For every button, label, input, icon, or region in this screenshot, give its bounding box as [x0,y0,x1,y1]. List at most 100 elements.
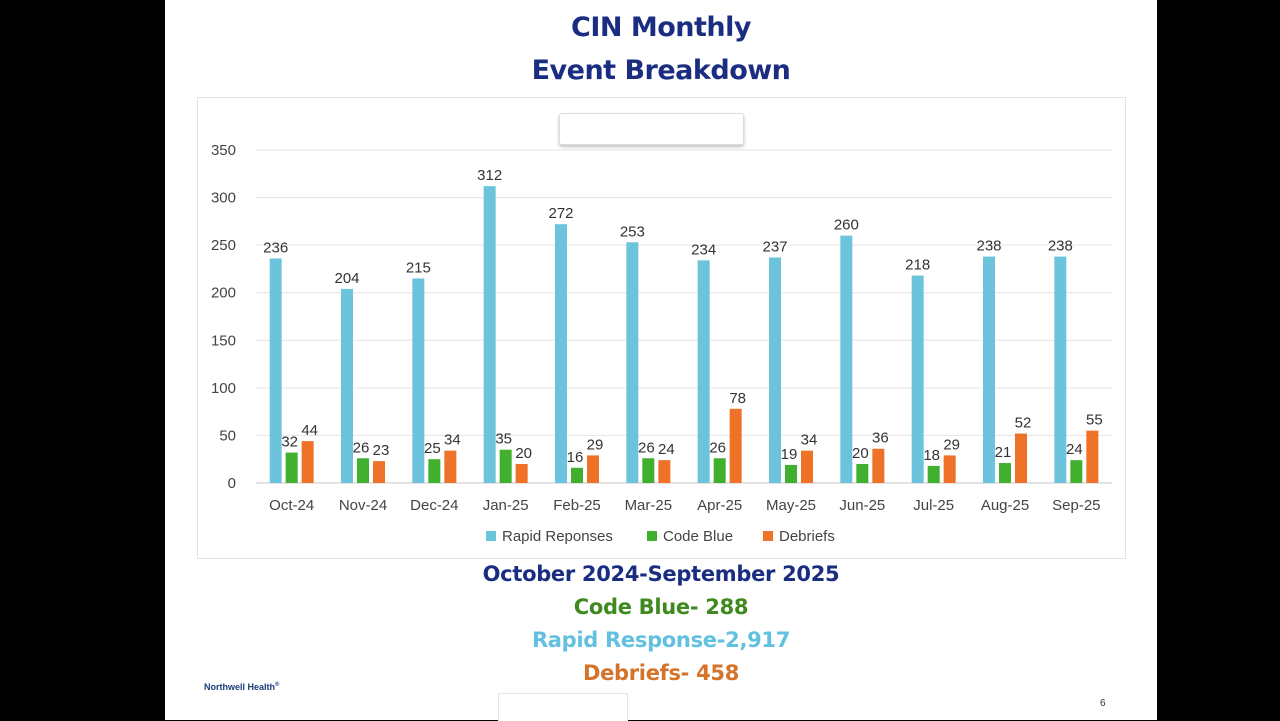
bar-debriefs [1086,430,1099,483]
bar-rapid-reponses [840,235,853,483]
data-label: 218 [905,257,930,274]
data-label: 26 [709,439,726,456]
data-label: 312 [477,167,502,184]
data-label: 29 [943,436,960,453]
data-label: 20 [852,445,869,462]
data-label: 44 [301,422,318,439]
data-label: 18 [923,447,940,464]
y-tick-label: 100 [211,380,236,397]
bar-debriefs [943,455,956,483]
x-tick-label: Sep-25 [1052,497,1100,514]
chart-title-overlay-box [559,113,744,145]
data-label: 238 [976,238,1001,255]
x-tick-label: Jul-25 [913,497,954,514]
data-label: 234 [691,241,716,258]
summary-period: October 2024-September 2025 [482,562,840,586]
data-label: 21 [995,444,1012,461]
y-tick-label: 350 [211,142,236,159]
y-tick-label: 50 [219,427,236,444]
slide-title-line2: Event Breakdown [531,55,791,86]
data-label: 23 [373,442,390,459]
bar-debriefs [729,408,742,483]
bar-code-blue [856,463,869,483]
y-tick-label: 0 [228,475,236,492]
bar-code-blue [999,463,1011,483]
bar-rapid-reponses [555,224,567,483]
bar-rapid-reponses [769,257,781,483]
bar-code-blue [357,458,369,483]
y-tick-label: 200 [211,285,236,302]
bar-debriefs [444,450,457,483]
legend-swatch [647,531,657,541]
data-label: 52 [1015,415,1032,432]
chart-frame: 0 50 100 150 200 250 300 350 236 32 44 Oct-24 204 26 2… [197,97,1126,559]
data-label: 236 [263,239,288,256]
summary-rapid-response: Rapid Response-2,917 [531,628,791,652]
legend-swatch [486,531,496,541]
bar-debriefs [301,441,314,483]
bar-rapid-reponses [483,186,496,483]
data-label: 55 [1086,412,1103,429]
y-tick-label: 150 [211,332,236,349]
data-label: 272 [548,205,573,222]
x-tick-label: Apr-25 [697,497,742,514]
data-label: 237 [762,239,787,256]
bar-code-blue [1070,460,1083,483]
data-label: 35 [495,431,512,448]
bar-code-blue [785,464,797,483]
x-tick-label: Aug-25 [981,497,1029,514]
x-tick-label: Nov-24 [339,497,387,514]
data-label: 32 [281,434,298,451]
summary-code-blue: Code Blue- 288 [573,595,749,619]
data-label: 253 [620,223,645,240]
bar-rapid-reponses [697,260,710,483]
bar-code-blue [927,465,940,483]
data-label: 215 [406,259,431,276]
legend-label: Debriefs [779,528,835,545]
data-label: 24 [658,441,675,458]
bar-rapid-reponses [341,288,353,483]
page-number: 6 [1100,698,1106,709]
legend-swatch [763,531,773,541]
bar-debriefs [587,455,599,483]
data-label: 19 [781,446,798,463]
data-label: 204 [334,270,359,287]
bar-code-blue [571,467,583,483]
bar-rapid-reponses [911,275,924,483]
bar-rapid-reponses [1054,256,1067,483]
bar-debriefs [658,460,671,483]
bar-debriefs [801,450,813,483]
bar-debriefs [373,461,385,483]
x-tick-label: Dec-24 [410,497,458,514]
data-label: 25 [424,440,441,457]
bar-debriefs [1015,433,1027,483]
bar-code-blue [642,458,655,483]
bar-rapid-reponses [626,242,639,483]
data-label: 78 [729,390,746,407]
bar-code-blue [428,459,441,483]
slide: CIN Monthly Event Breakdown 0 50 100 150 200… [165,0,1157,721]
data-label: 20 [515,445,532,462]
data-label: 238 [1048,238,1073,255]
x-tick-label: Jan-25 [483,497,529,514]
x-tick-label: Mar-25 [625,497,673,514]
x-tick-label: Feb-25 [553,497,601,514]
slide-title-line1: CIN Monthly [571,12,751,43]
bar-rapid-reponses [412,278,425,483]
bar-rapid-reponses [983,256,995,483]
data-label: 26 [638,439,655,456]
bottom-overlay-box [498,693,628,721]
data-label: 26 [353,439,370,456]
legend-label: Rapid Reponses [502,528,613,545]
x-tick-label: Jun-25 [839,497,885,514]
x-tick-label: May-25 [766,497,816,514]
bar-code-blue [499,449,512,483]
northwell-health-logo: Northwell Health® [204,682,279,692]
y-tick-label: 250 [211,237,236,254]
summary-debriefs: Debriefs- 458 [582,661,740,685]
bar-code-blue [713,458,726,483]
logo-registered-mark: ® [275,682,280,688]
data-label: 34 [801,432,818,449]
logo-text: Northwell Health [204,682,276,692]
